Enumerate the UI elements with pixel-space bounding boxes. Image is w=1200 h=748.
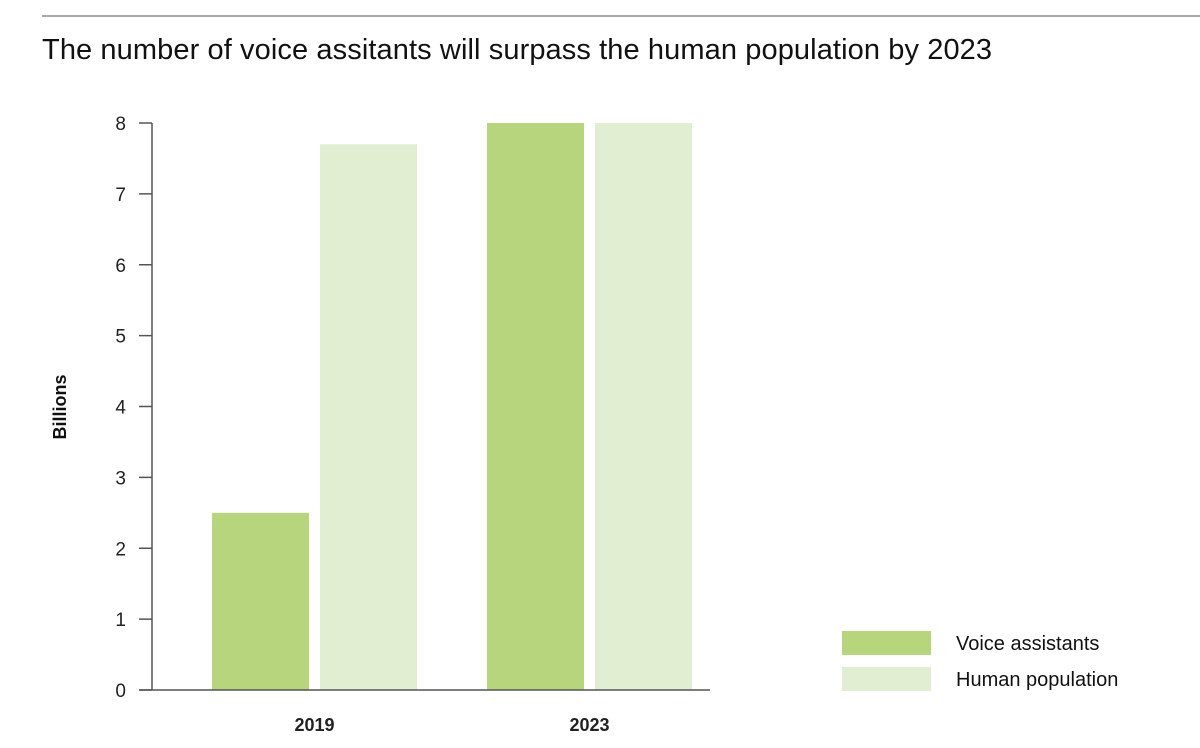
y-tick-label: 4	[115, 398, 126, 419]
legend-label: Human population	[956, 669, 1118, 691]
legend: Voice assistants Human population	[842, 631, 1118, 691]
chart-title: The number of voice assitants will surpa…	[42, 34, 993, 66]
y-tick-label: 6	[115, 256, 126, 277]
legend-label: Voice assistants	[956, 633, 1099, 655]
legend-swatch	[842, 631, 931, 655]
bars	[212, 123, 692, 690]
y-axis: 0 1 2 3 4 5 6 7 8	[115, 114, 153, 702]
top-divider	[42, 15, 1200, 17]
y-tick-label: 7	[115, 185, 126, 206]
x-tick-label: 2019	[294, 715, 334, 735]
legend-swatch	[842, 667, 931, 691]
y-axis-title: Billions	[50, 374, 70, 439]
y-tick-label: 3	[115, 468, 126, 489]
y-tick-label: 2	[115, 539, 126, 560]
y-tick-label: 8	[115, 114, 126, 135]
bar-voice-assistants-2023	[487, 123, 584, 690]
bar-human-population-2023	[595, 123, 692, 690]
bar-voice-assistants-2019	[212, 512, 309, 690]
x-tick-label: 2023	[569, 715, 609, 735]
bar-human-population-2019	[320, 144, 417, 690]
x-axis: 2019 2023	[139, 689, 710, 735]
y-tick-label: 5	[115, 327, 126, 348]
y-tick-label: 1	[115, 610, 126, 631]
y-tick-label: 0	[115, 681, 126, 702]
